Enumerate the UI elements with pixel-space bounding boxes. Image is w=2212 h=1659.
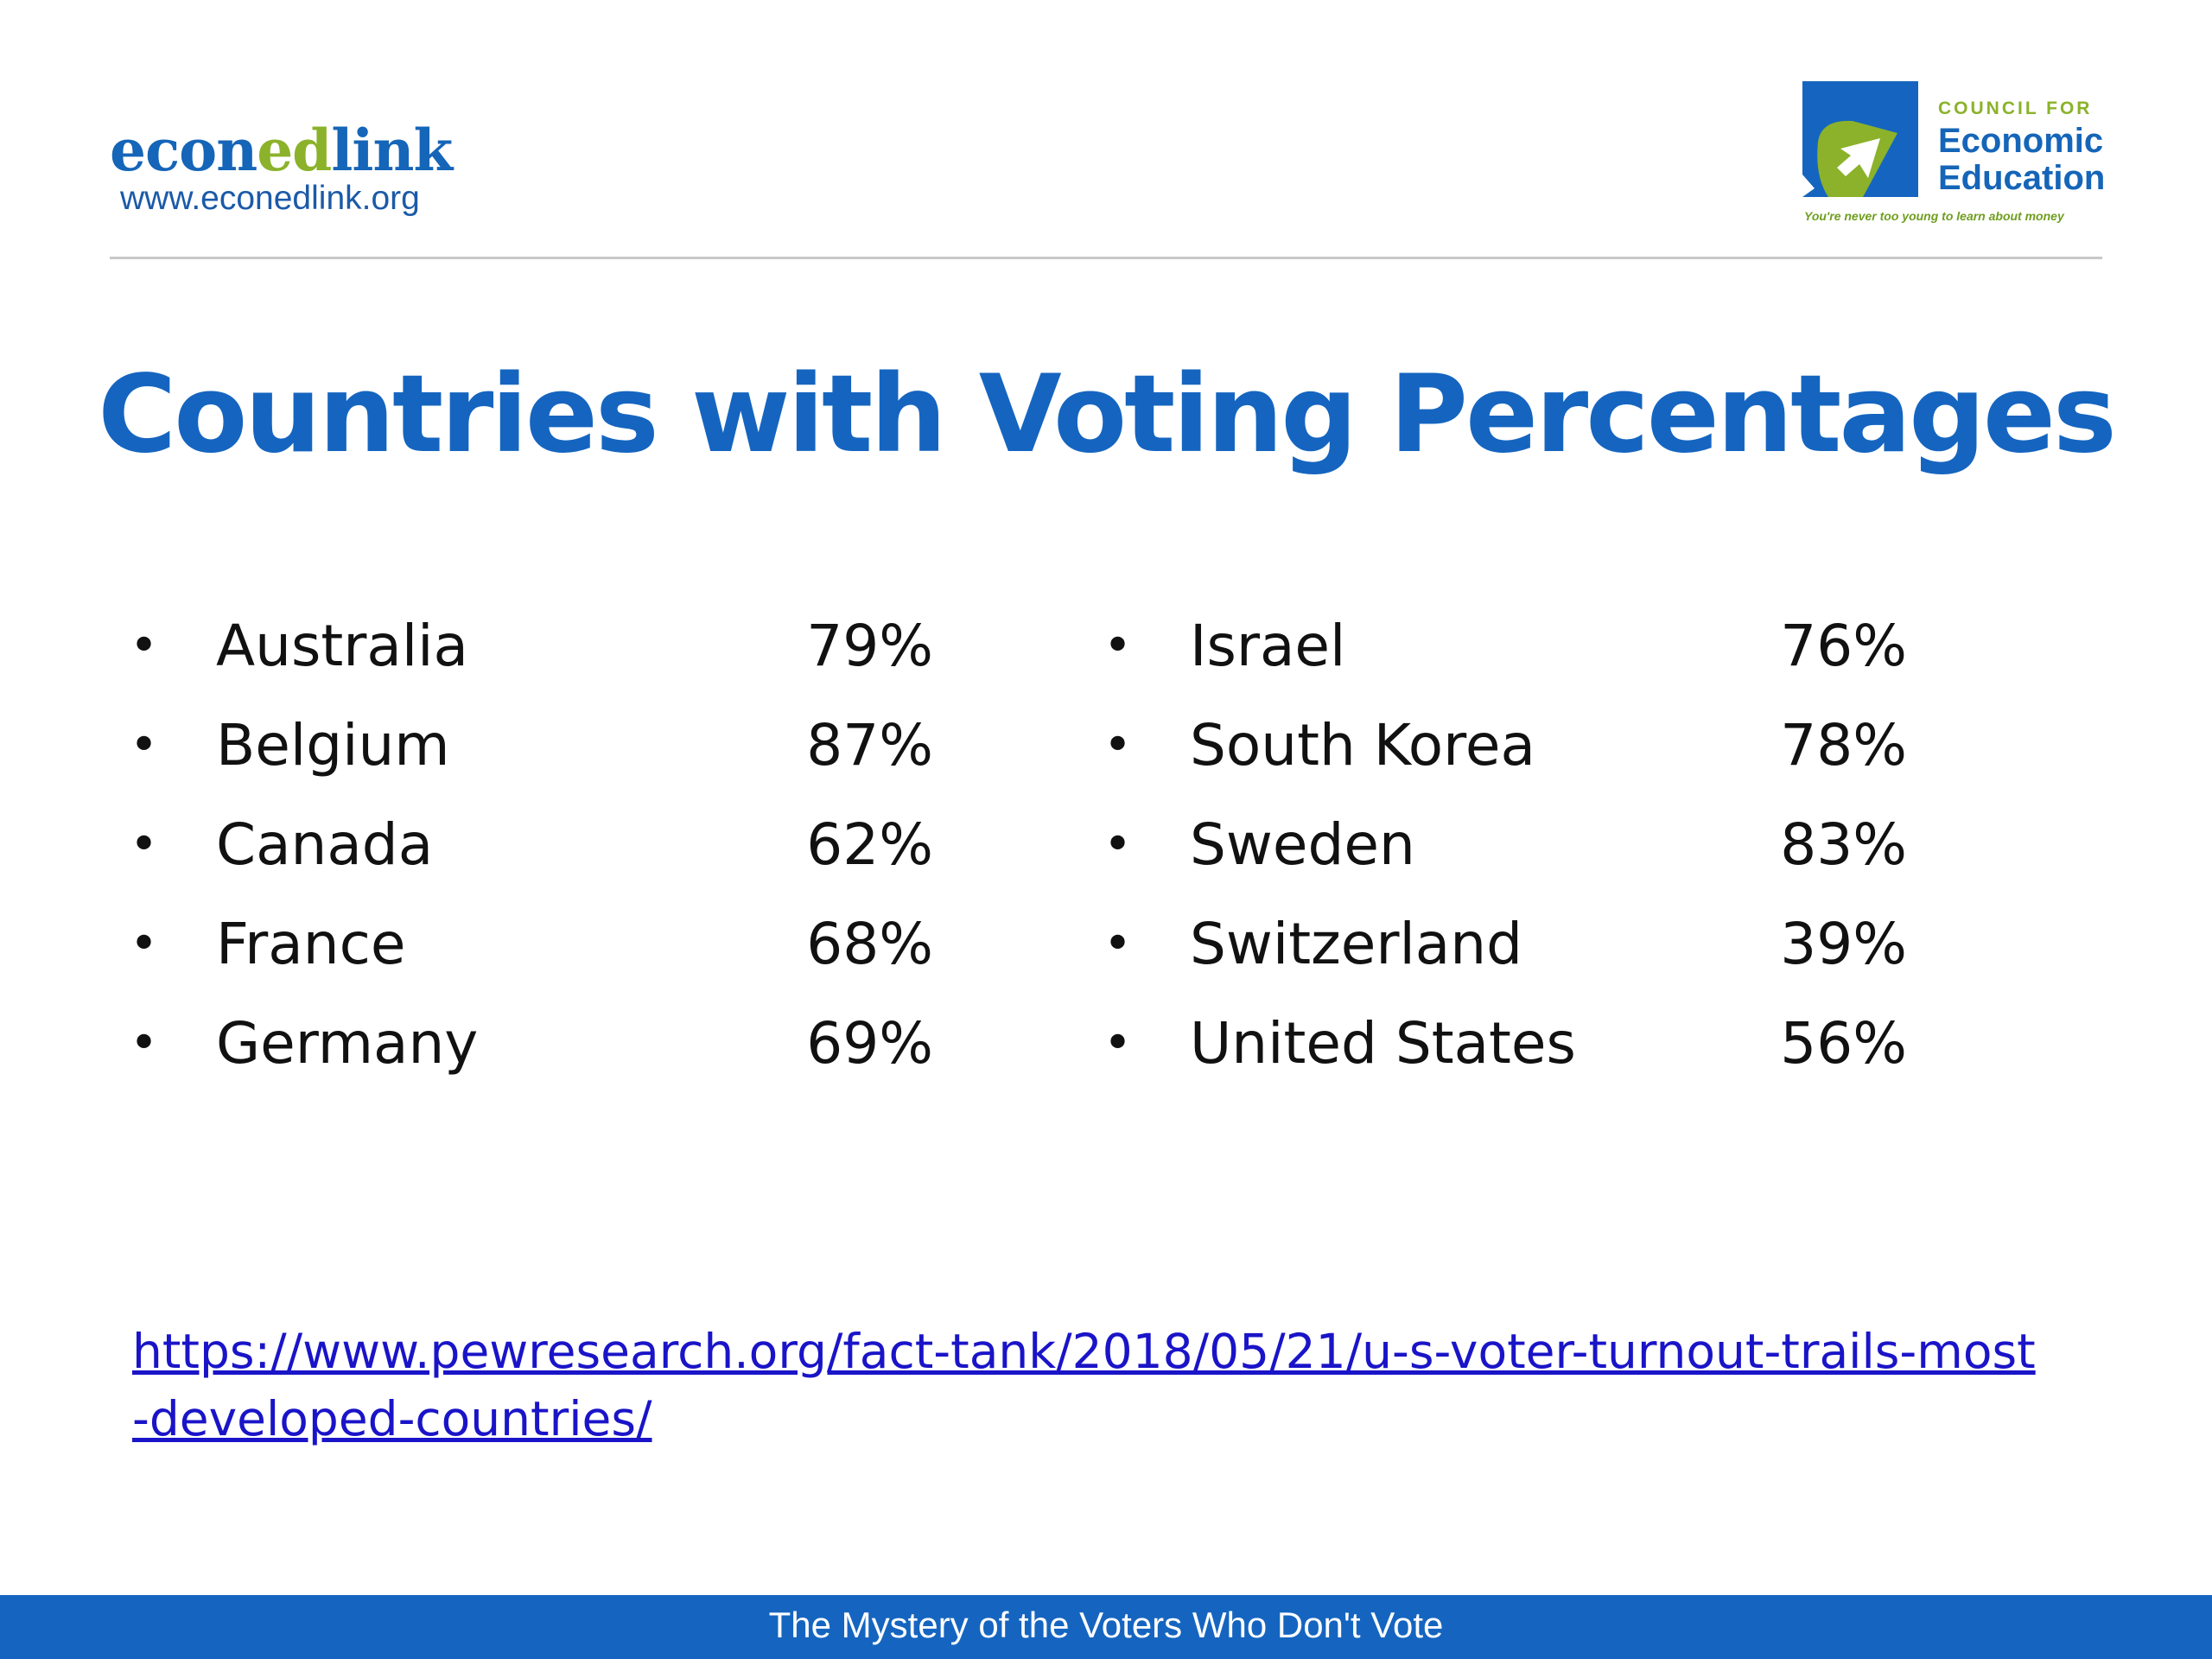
country-name: Switzerland <box>1190 911 1522 977</box>
voting-percent: 62% <box>806 811 933 878</box>
bullet-icon: • <box>1103 817 1133 873</box>
cee-arrow-icon <box>1802 81 1918 197</box>
slide-title: Countries with Voting Percentages <box>98 353 2117 477</box>
cee-name-line2: Education <box>1938 159 2106 197</box>
footer-bar: The Mystery of the Voters Who Don't Vote <box>0 1595 2212 1659</box>
country-name: Israel <box>1190 613 1346 679</box>
list-item: • Germany 69% <box>130 994 933 1093</box>
country-name: United States <box>1190 1010 1576 1077</box>
bullet-icon: • <box>130 717 159 773</box>
voting-percent: 68% <box>806 911 933 977</box>
list-item: • Belgium 87% <box>130 696 933 795</box>
voting-percent: 69% <box>806 1010 933 1077</box>
footer-title: The Mystery of the Voters Who Don't Vote <box>768 1605 1444 1645</box>
bullet-icon: • <box>130 1015 159 1071</box>
list-item: • South Korea 78% <box>1103 696 1907 795</box>
list-item: • Canada 62% <box>130 795 933 894</box>
list-item: • Israel 76% <box>1103 596 1907 696</box>
source-link[interactable]: https://www.pewresearch.org/fact-tank/20… <box>132 1324 2036 1446</box>
bullet-icon: • <box>1103 717 1133 773</box>
list-item: • Sweden 83% <box>1103 795 1907 894</box>
econedlink-logo[interactable]: econedlink www.econedlink.org <box>110 117 453 218</box>
list-item: • Switzerland 39% <box>1103 894 1907 994</box>
list-item: • France 68% <box>130 894 933 994</box>
cee-name-line1: Economic <box>1938 122 2104 160</box>
bullet-icon: • <box>130 618 159 674</box>
bullet-icon: • <box>130 817 159 873</box>
country-name: Australia <box>216 613 468 679</box>
voting-percent: 39% <box>1780 911 1907 977</box>
bullet-icon: • <box>1103 1015 1133 1071</box>
country-name: South Korea <box>1190 712 1535 779</box>
country-list-right: • Israel 76% • South Korea 78% • Sweden … <box>1103 596 1907 1093</box>
voting-percent: 79% <box>806 613 933 679</box>
country-name: Germany <box>216 1010 479 1077</box>
country-name: Sweden <box>1190 811 1415 878</box>
country-name: France <box>216 911 406 977</box>
country-name: Canada <box>216 811 434 878</box>
voting-percent: 56% <box>1780 1010 1907 1077</box>
voting-percent: 83% <box>1780 811 1907 878</box>
econedlink-url: www.econedlink.org <box>120 180 420 217</box>
bullet-icon: • <box>1103 916 1133 972</box>
voting-percent: 87% <box>806 712 933 779</box>
cee-tagline: You're never too young to learn about mo… <box>1804 209 2064 223</box>
voting-percent: 78% <box>1780 712 1907 779</box>
header-divider <box>110 257 2102 259</box>
country-list-left: • Australia 79% • Belgium 87% • Canada 6… <box>130 596 933 1093</box>
cee-name: Economic Education <box>1938 123 2105 197</box>
cee-kicker: COUNCIL FOR <box>1938 99 2093 118</box>
list-item: • United States 56% <box>1103 994 1907 1093</box>
country-name: Belgium <box>216 712 450 779</box>
voting-percent: 76% <box>1780 613 1907 679</box>
bullet-icon: • <box>130 916 159 972</box>
list-item: • Australia 79% <box>130 596 933 696</box>
council-for-economic-education-logo[interactable]: COUNCIL FOR Economic Education You're ne… <box>1802 81 2105 230</box>
bullet-icon: • <box>1103 618 1133 674</box>
econedlink-wordmark: econedlink <box>110 117 453 184</box>
